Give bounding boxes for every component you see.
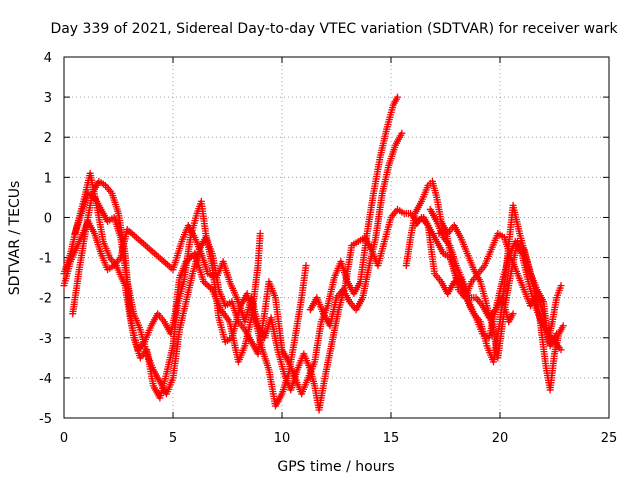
y-tick-label: 2 [44,131,52,146]
series-track-i [435,225,561,350]
y-axis-label: SDTVAR / TECUs [7,181,23,296]
data-point [398,129,406,137]
data-point [509,310,517,318]
y-tick-label: 1 [44,171,52,186]
series-track-e [306,129,406,330]
x-tick-label: 20 [492,431,509,446]
data-point [559,322,567,330]
x-tick-label: 0 [60,431,68,446]
data-point [553,330,561,338]
axis-ticks: 0 5 10 15 20 25 -5 -4 -3 -2 -1 0 1 2 3 4 [39,51,617,446]
plot-frame [63,56,610,419]
data-point [256,229,264,237]
y-tick-label: -3 [39,332,52,347]
x-tick-label: 10 [274,431,291,446]
series-track-d [71,93,402,398]
y-tick-label: -4 [39,372,52,387]
y-tick-label: -2 [39,292,52,307]
y-tick-label: 0 [44,211,52,226]
y-tick-label: 3 [44,91,52,106]
data-point [302,262,310,270]
data-point [394,93,402,101]
x-tick-label: 15 [383,431,400,446]
y-tick-label: -5 [39,412,52,427]
x-tick-label: 5 [169,431,177,446]
y-tick-label: 4 [44,51,52,66]
data-point [203,281,211,289]
data-points [60,93,567,414]
x-axis-label: GPS time / hours [277,459,394,475]
chart-title: Day 339 of 2021, Sidereal Day-to-day VTE… [50,21,618,37]
x-tick-label: 25 [601,431,618,446]
gridlines [64,57,609,418]
data-point [557,282,565,290]
y-tick-label: -1 [39,252,52,267]
